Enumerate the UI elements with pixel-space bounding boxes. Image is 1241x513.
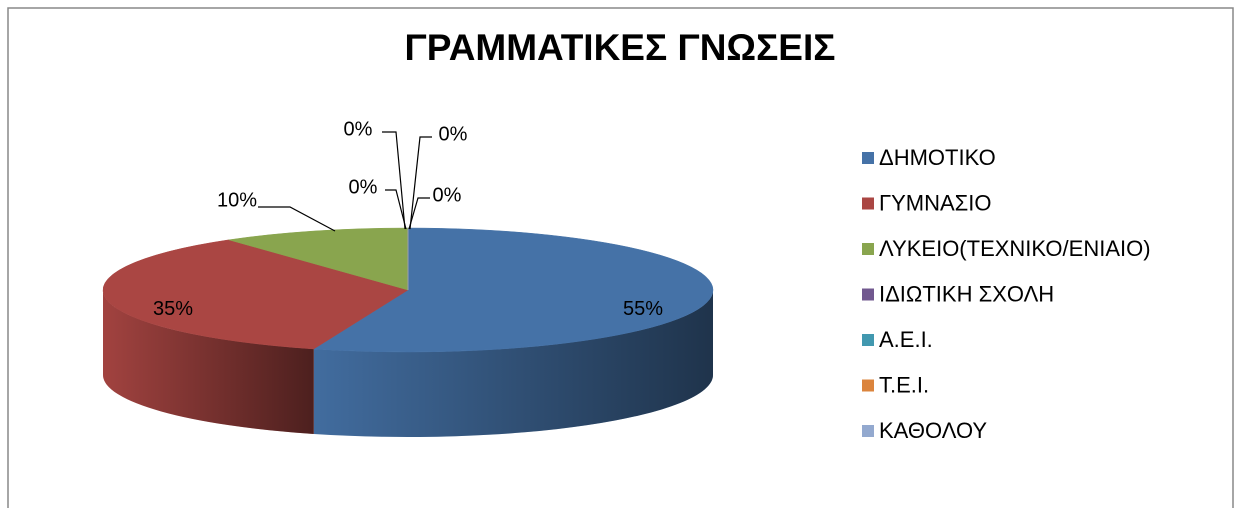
leader-line [382, 131, 406, 230]
data-label: 0% [344, 118, 373, 140]
data-label: 0% [349, 176, 378, 198]
legend-swatch [862, 197, 874, 210]
legend-swatch [862, 425, 874, 437]
legend-swatch [862, 379, 874, 392]
chart-frame [7, 7, 1234, 508]
legend-swatch [862, 243, 874, 255]
slice [312, 227, 714, 353]
slice [102, 239, 409, 350]
legend-swatch [862, 152, 874, 164]
legend-label: Τ.Ε.Ι. [879, 372, 929, 397]
legend-swatch [862, 334, 874, 346]
leader-line [385, 189, 407, 230]
leader-line [409, 136, 432, 230]
data-label: 0% [433, 184, 462, 206]
slice-side-shade [103, 290, 314, 434]
leader-line [258, 206, 336, 232]
legend-label: ΚΑΘΟΛΟΥ [879, 418, 987, 443]
chart-title: ΓΡΑΜΜΑΤΙΚΕΣ ΓΝΩΣΕΙΣ [405, 27, 836, 68]
leader-line [408, 197, 430, 230]
slice [228, 227, 409, 291]
legend-label: ΔΗΜΟΤΙΚΟ [879, 145, 996, 170]
legend-label: ΙΔΙΩΤΙΚΗ ΣΧΟΛΗ [879, 281, 1054, 306]
legend-label: ΛΥΚΕΙΟ(ΤΕΧΝΙΚΟ/ΕΝΙΑΙΟ) [879, 236, 1151, 261]
data-label: 0% [439, 123, 468, 145]
data-label: 10% [217, 189, 257, 211]
data-label: 55% [623, 298, 663, 320]
legend-swatch [862, 288, 874, 301]
legend-label: ΓΥΜΝΑΣΙΟ [879, 190, 992, 215]
legend-label: Α.Ε.Ι. [879, 327, 933, 352]
data-label: 35% [153, 298, 193, 320]
slice-side-shade [313, 290, 713, 438]
